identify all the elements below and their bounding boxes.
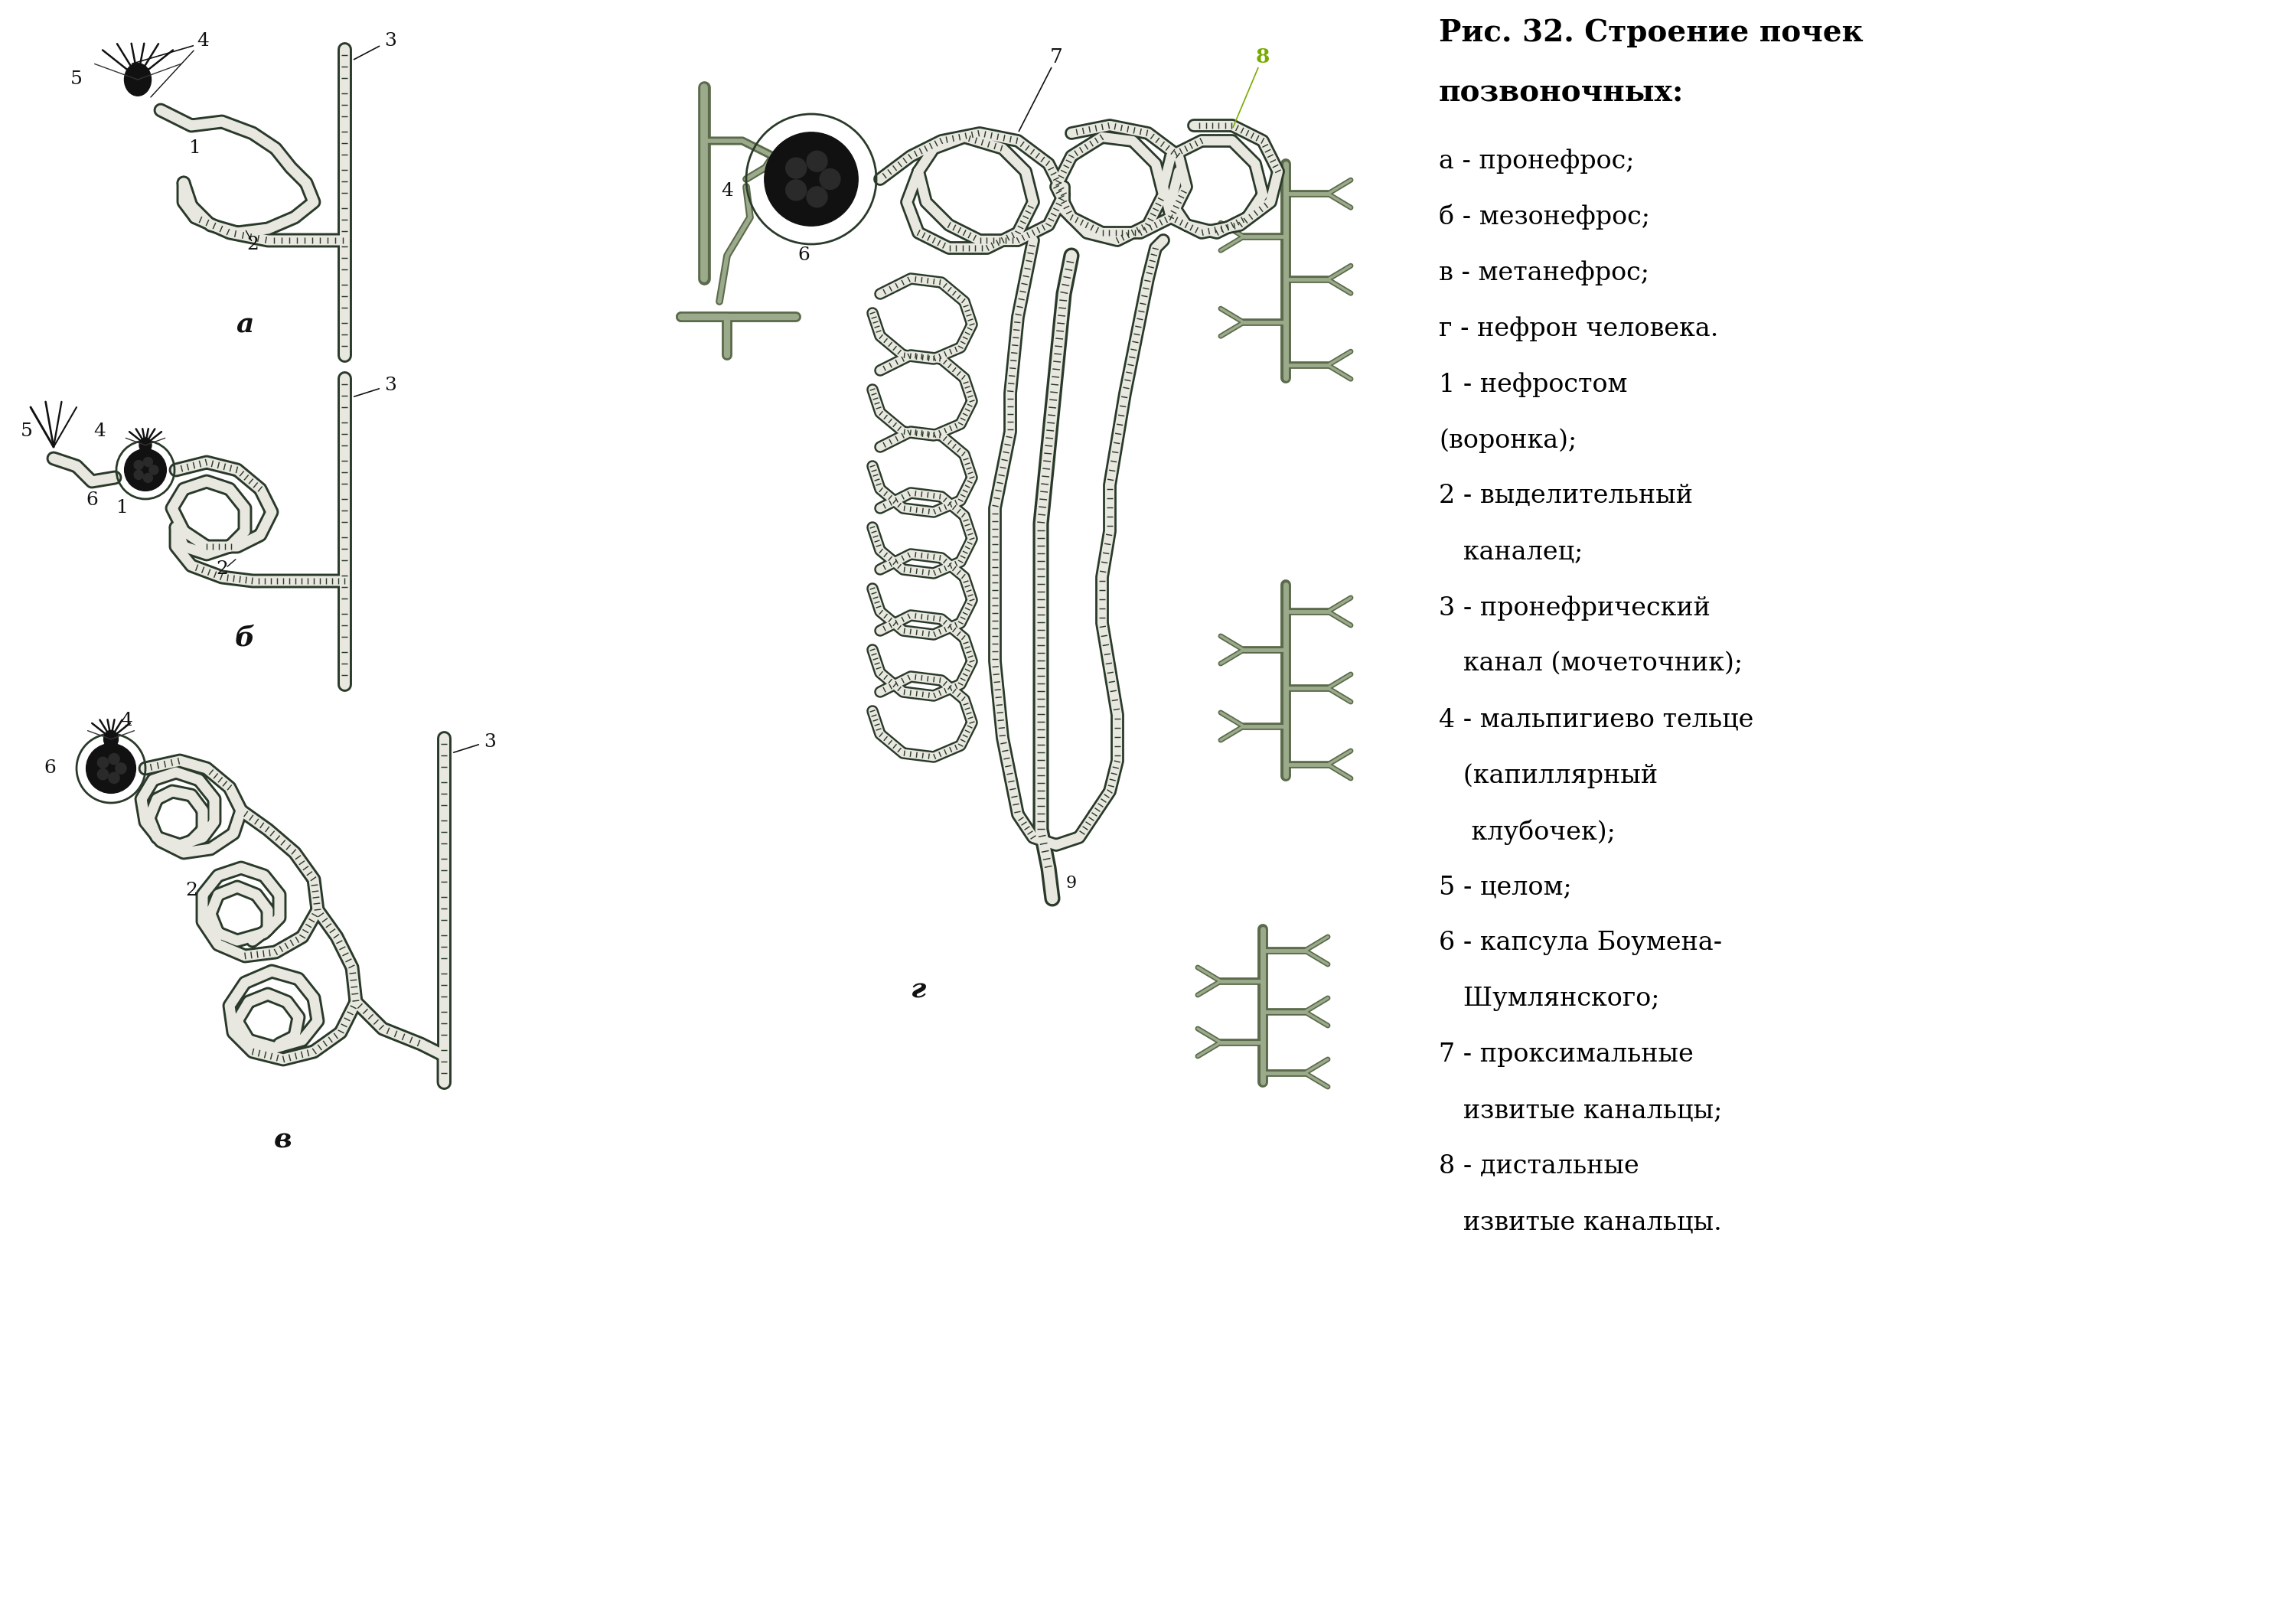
Text: 1: 1	[117, 500, 129, 518]
Text: 2: 2	[186, 882, 197, 900]
Text: 4: 4	[197, 32, 209, 50]
Text: г: г	[912, 977, 925, 1003]
Text: 7 - проксимальные: 7 - проксимальные	[1440, 1042, 1694, 1066]
Circle shape	[820, 168, 840, 189]
Text: 6: 6	[44, 759, 55, 777]
Text: в - метанефрос;: в - метанефрос;	[1440, 260, 1649, 285]
Text: а - пронефрос;: а - пронефрос;	[1440, 149, 1635, 173]
Text: Шумлянского;: Шумлянского;	[1440, 987, 1660, 1011]
Text: б - мезонефрос;: б - мезонефрос;	[1440, 204, 1651, 230]
Text: (капиллярный: (капиллярный	[1440, 764, 1658, 788]
Text: 6: 6	[85, 492, 99, 510]
Text: 6 - капсула Боумена-: 6 - капсула Боумена-	[1440, 930, 1722, 955]
Circle shape	[133, 471, 142, 479]
Text: 3: 3	[484, 733, 496, 751]
Text: 4: 4	[119, 712, 133, 730]
Text: 2: 2	[216, 560, 227, 578]
Circle shape	[142, 474, 152, 482]
Text: извитые канальцы.: извитые канальцы.	[1440, 1210, 1722, 1235]
Text: 6: 6	[797, 248, 810, 264]
Text: (воронка);: (воронка);	[1440, 427, 1577, 453]
Circle shape	[96, 757, 108, 769]
Text: в: в	[273, 1126, 292, 1152]
Circle shape	[124, 450, 165, 490]
Circle shape	[149, 466, 158, 474]
Text: б: б	[234, 625, 255, 652]
Text: 1 - нефростом: 1 - нефростом	[1440, 372, 1628, 396]
Circle shape	[108, 754, 119, 764]
Ellipse shape	[140, 438, 152, 453]
Circle shape	[806, 150, 827, 172]
Text: 1: 1	[188, 139, 202, 157]
Circle shape	[765, 133, 859, 227]
Circle shape	[806, 186, 827, 207]
Circle shape	[133, 461, 142, 469]
Text: 9: 9	[1065, 875, 1077, 892]
Circle shape	[108, 772, 119, 783]
Text: 5 - целом;: 5 - целом;	[1440, 875, 1573, 900]
Text: 4 - мальпигиево тельце: 4 - мальпигиево тельце	[1440, 707, 1754, 731]
Ellipse shape	[124, 63, 152, 95]
Text: 5: 5	[21, 422, 32, 440]
Text: извитые канальцы;: извитые канальцы;	[1440, 1099, 1722, 1123]
Text: каналец;: каналец;	[1440, 539, 1582, 565]
Text: канал (мочеточник);: канал (мочеточник);	[1440, 652, 1743, 676]
Text: 4: 4	[94, 422, 106, 440]
Text: а: а	[236, 312, 255, 338]
Text: Рис. 32. Строение почек: Рис. 32. Строение почек	[1440, 18, 1864, 47]
Circle shape	[785, 180, 806, 201]
Text: 3: 3	[383, 377, 397, 395]
Text: 2: 2	[246, 235, 259, 252]
Circle shape	[96, 769, 108, 780]
Text: клубочек);: клубочек);	[1440, 819, 1616, 845]
Text: 4: 4	[721, 181, 732, 199]
Text: 3 - пронефрический: 3 - пронефрический	[1440, 595, 1711, 620]
Circle shape	[115, 764, 126, 773]
Ellipse shape	[103, 730, 117, 748]
Text: г - нефрон человека.: г - нефрон человека.	[1440, 316, 1717, 341]
Text: 2 - выделительный: 2 - выделительный	[1440, 484, 1692, 508]
Circle shape	[87, 744, 135, 793]
Circle shape	[785, 159, 806, 178]
Text: 8 - дистальные: 8 - дистальные	[1440, 1154, 1639, 1178]
Circle shape	[142, 458, 152, 466]
Text: 8: 8	[1256, 47, 1270, 66]
Text: позвоночных:: позвоночных:	[1440, 78, 1683, 107]
Text: 3: 3	[383, 32, 397, 50]
Text: 7: 7	[1049, 47, 1063, 66]
Text: 5: 5	[71, 71, 83, 89]
